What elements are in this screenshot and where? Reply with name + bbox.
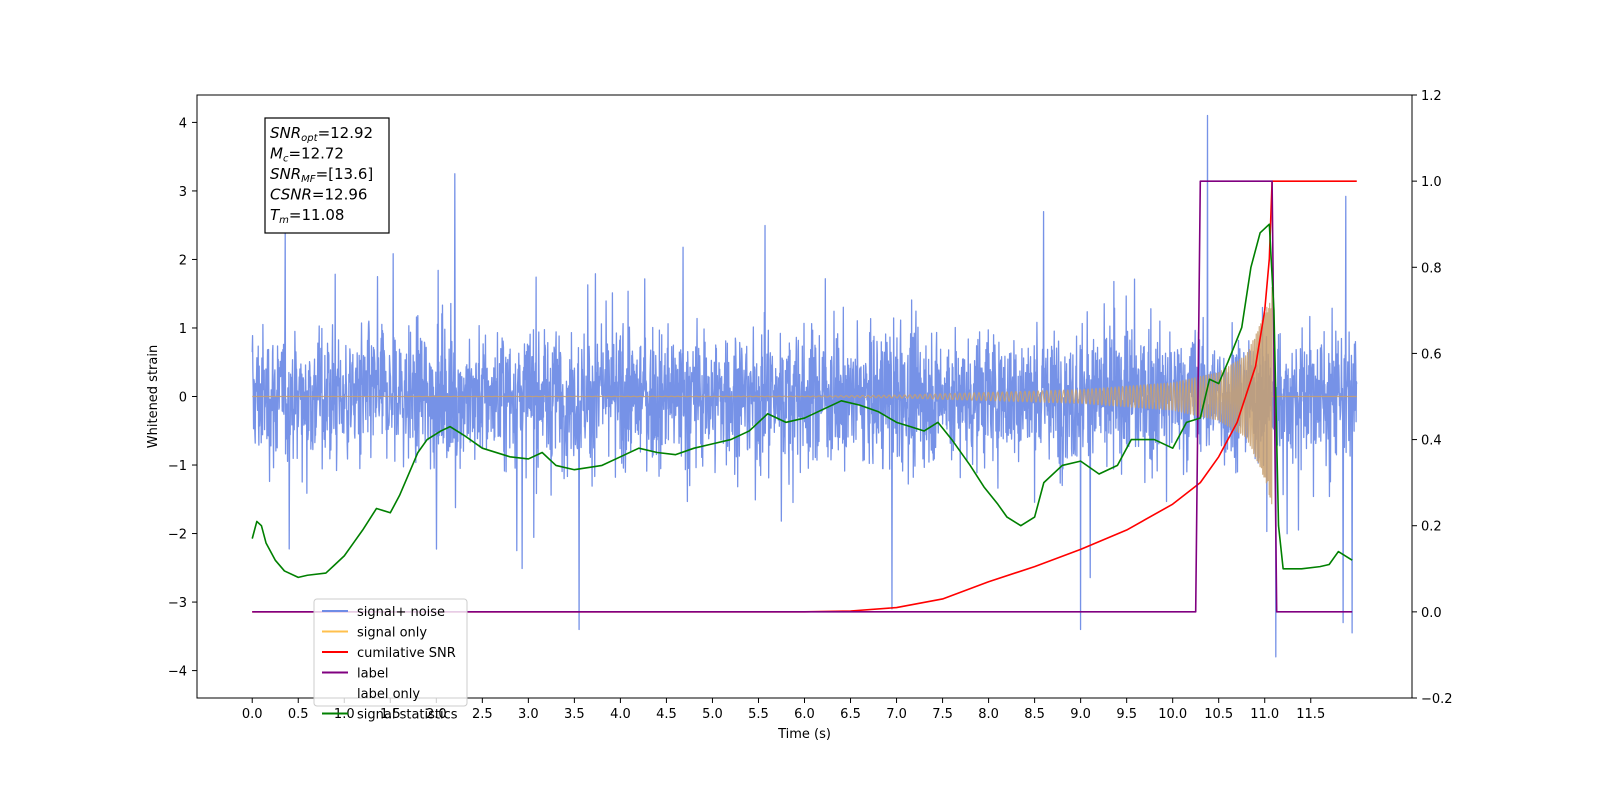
- annotation-line: SNRopt=12.92: [270, 124, 373, 144]
- x-tick-label: 8.5: [1024, 707, 1045, 722]
- x-tick-label: 3.5: [564, 707, 585, 722]
- x-tick-label: 7.5: [932, 707, 953, 722]
- x-tick-label: 2.5: [472, 707, 493, 722]
- x-tick-label: 0.0: [242, 707, 263, 722]
- series-signal-only: [251, 286, 1358, 505]
- legend-label: signal only: [357, 626, 427, 641]
- y2-tick-label: 0.8: [1421, 261, 1442, 276]
- y2-tick-label: −0.2: [1421, 692, 1453, 707]
- y2-tick-label: 1.2: [1421, 89, 1442, 104]
- annotation-line: SNRMF=[13.6]: [270, 165, 373, 185]
- y2-tick-label: 0.0: [1421, 606, 1442, 621]
- series-signal-statistics: [251, 223, 1353, 579]
- legend-label: signal+ noise: [357, 605, 445, 620]
- x-tick-label: 11.5: [1296, 707, 1325, 722]
- annotation-box: [264, 117, 390, 234]
- x-tick-label: 6.0: [794, 707, 815, 722]
- x-tick-label: 8.0: [978, 707, 999, 722]
- annotation-line: Mc=12.72: [270, 145, 344, 165]
- y-tick-label: 4: [179, 116, 187, 131]
- x-tick-label: 7.0: [886, 707, 907, 722]
- x-tick-label: 9.5: [1116, 707, 1137, 722]
- x-tick-label: 2.0: [426, 707, 447, 722]
- y-tick-label: −4: [168, 665, 187, 680]
- legend-label: cumilative SNR: [357, 646, 456, 661]
- x-axis-label: Time (s): [777, 727, 831, 742]
- y-tick-label: 3: [179, 185, 187, 200]
- x-tick-label: 0.5: [288, 707, 309, 722]
- x-tick-label: 9.0: [1070, 707, 1091, 722]
- x-tick-label: 5.5: [748, 707, 769, 722]
- legend: [313, 598, 468, 707]
- y-tick-label: 1: [179, 322, 187, 337]
- y-tick-label: −1: [168, 459, 187, 474]
- series-signal-noise: [251, 114, 1358, 658]
- y-axis-label: Whitened strain: [146, 345, 161, 448]
- x-tick-label: 11.0: [1250, 707, 1279, 722]
- legend-label: label only: [357, 687, 420, 702]
- x-tick-label: 6.5: [840, 707, 861, 722]
- x-tick-label: 1.5: [380, 707, 401, 722]
- legend-label: label: [357, 667, 388, 682]
- x-tick-label: 10.0: [1158, 707, 1187, 722]
- series-cumilative-snr: [252, 180, 1357, 613]
- y-tick-label: −2: [168, 528, 187, 543]
- y-tick-label: −3: [168, 596, 187, 611]
- x-tick-label: 5.0: [702, 707, 723, 722]
- x-tick-label: 4.0: [610, 707, 631, 722]
- annotation-line: CSNR=12.96: [270, 186, 367, 204]
- legend-label: signal statistics: [357, 708, 458, 723]
- series-label: [252, 180, 1353, 613]
- x-tick-label: 10.5: [1204, 707, 1233, 722]
- y2-tick-label: 0.4: [1421, 434, 1442, 449]
- y2-tick-label: 0.6: [1421, 347, 1442, 362]
- annotation-line: Tm=11.08: [270, 206, 344, 226]
- x-tick-label: 4.5: [656, 707, 677, 722]
- y2-tick-label: 0.2: [1421, 520, 1442, 535]
- y-tick-label: 0: [179, 391, 187, 406]
- y2-tick-label: 1.0: [1421, 175, 1442, 190]
- y-tick-label: 2: [179, 253, 187, 268]
- x-tick-label: 3.0: [518, 707, 539, 722]
